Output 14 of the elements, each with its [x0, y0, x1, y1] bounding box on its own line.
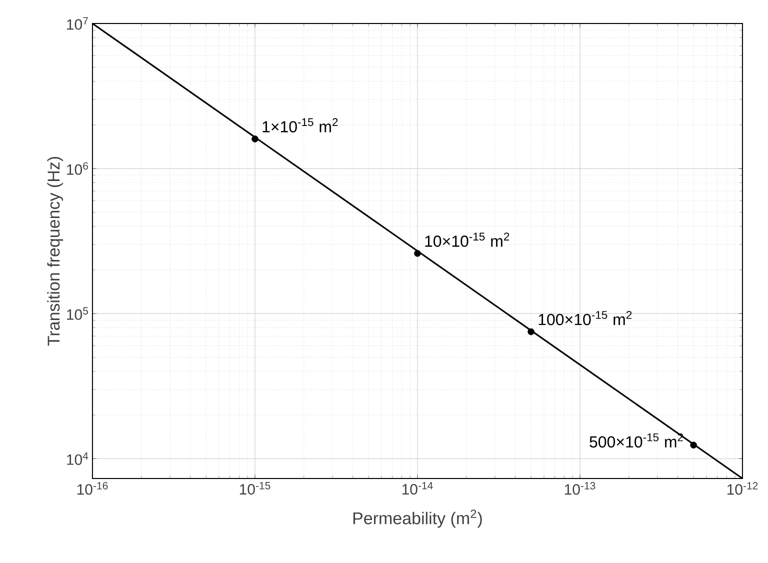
- annotation: 1×10$^{-15}$ m$^{2}$: [262, 118, 338, 132]
- x-tick-label: 10$^{-14}$: [402, 482, 433, 495]
- y-tick-label: 10$^{6}$: [67, 162, 88, 175]
- annotation: 100×10$^{-15}$ m$^{2}$: [538, 310, 632, 326]
- y-tick-label: 10$^{7}$: [67, 17, 88, 30]
- x-tick-label: 10$^{-16}$: [77, 482, 108, 495]
- annotation: 10×10$^{-15}$ m$^{2}$: [425, 232, 510, 247]
- y-tick-label: 10$^{4}$: [67, 452, 88, 465]
- x-tick-label: 10$^{-15}$: [240, 482, 270, 495]
- x-tick-label: 10$^{-13}$: [564, 482, 596, 495]
- x-tick-label: 10$^{-12}$: [727, 482, 758, 495]
- x-axis-title: Permeability (m$^{2}$): [353, 510, 482, 528]
- y-axis-title: Transition frequency (Hz): [47, 156, 64, 346]
- y-tick-label: 10$^{5}$: [67, 307, 88, 320]
